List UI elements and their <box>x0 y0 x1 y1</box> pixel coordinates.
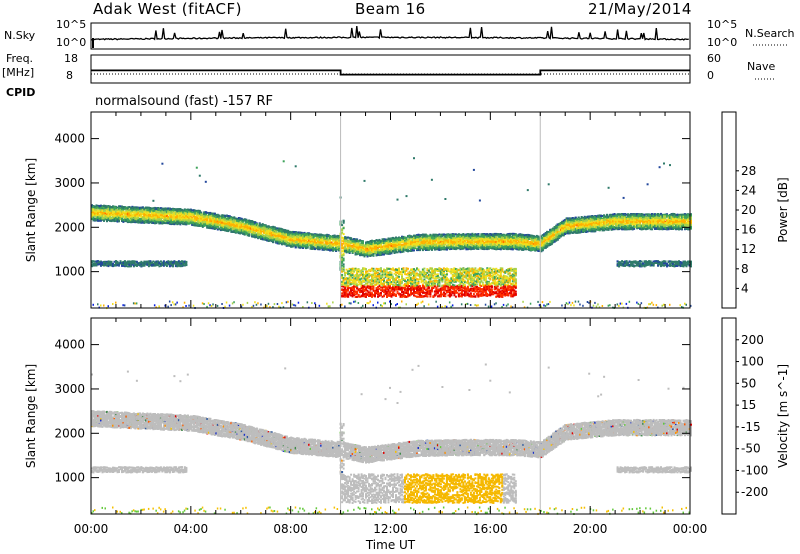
power-colorbar-label: 12 <box>741 242 756 256</box>
freq-panel-frame <box>91 55 690 83</box>
nsky-label: N.Sky <box>4 29 35 42</box>
velocity-colorbar-label: 50 <box>741 376 756 390</box>
nave-tick-top: 60 <box>707 52 721 65</box>
power-colorbar-label: 24 <box>741 183 756 197</box>
power-ytick-label: 1000 <box>54 265 85 279</box>
freq-tick-bottom: 8 <box>66 69 73 82</box>
power-colorbar-label: 28 <box>741 164 756 178</box>
power-ytick-label: 4000 <box>54 132 85 146</box>
freq-label: Freq. <box>6 52 33 65</box>
power-colorbar-frame <box>722 112 736 308</box>
mode-text: normalsound (fast) -157 RF <box>95 94 273 109</box>
velocity-colorbar-label: 100 <box>741 355 764 369</box>
freq-unit-label: [MHz] <box>2 66 34 79</box>
power-colorbar-title: Power [dB] <box>776 177 790 242</box>
date-title: 21/May/2014 <box>588 0 692 18</box>
freq-tick-top: 18 <box>64 52 78 65</box>
power-colorbar-label: 4 <box>741 281 749 295</box>
time-tick-label: 16:00 <box>473 522 508 536</box>
nsearch-tick-bottom: 10^0 <box>707 36 737 49</box>
power-ytick-label: 2000 <box>54 220 85 234</box>
time-tick-label: 08:00 <box>273 522 308 536</box>
velocity-colorbar-title: Velocity [m s^-1] <box>776 364 790 468</box>
time-tick-label: 00:00 <box>74 522 109 536</box>
velocity-ytick-label: 4000 <box>54 338 85 352</box>
noise-sky-trace <box>91 26 689 40</box>
nave-tick-bottom: 0 <box>707 69 714 82</box>
velocity-colorbar-label: -100 <box>741 463 768 477</box>
nave-label: Nave <box>747 60 775 73</box>
nsearch-label: N.Search <box>745 27 795 40</box>
time-axis-label: Time UT <box>365 538 416 552</box>
velocity-ylabel: Slant Range [km] <box>24 364 38 468</box>
time-tick-label: 04:00 <box>174 522 209 536</box>
power-colorbar-label: 8 <box>741 262 749 276</box>
station-title: Adak West (fitACF) <box>93 0 242 18</box>
radar-rti-figure: 1000200030004000Slant Range [km]48121620… <box>0 0 800 554</box>
nsearch-tick-top: 10^5 <box>707 18 737 31</box>
velocity-colorbar-label: 15 <box>741 398 756 412</box>
velocity-colorbar-label: 200 <box>741 333 764 347</box>
freq-trace <box>91 70 690 74</box>
velocity-colorbar-label: -200 <box>741 485 768 499</box>
cpid-label: CPID <box>6 86 35 99</box>
beam-title: Beam 16 <box>355 0 426 18</box>
velocity-colorbar-label: -15 <box>741 420 761 434</box>
velocity-ytick-label: 2000 <box>54 426 85 440</box>
velocity-ytick-label: 1000 <box>54 471 85 485</box>
power-colorbar-label: 16 <box>741 223 756 237</box>
noise-panel-frame <box>91 23 690 49</box>
velocity-panel-pixels <box>91 364 692 516</box>
velocity-colorbar-frame <box>722 318 736 514</box>
velocity-ytick-label: 3000 <box>54 382 85 396</box>
time-tick-label: 20:00 <box>573 522 608 536</box>
power-colorbar-label: 20 <box>741 203 756 217</box>
nsky-tick-top: 10^5 <box>56 18 86 31</box>
velocity-colorbar-label: -50 <box>741 442 761 456</box>
power-ytick-label: 3000 <box>54 176 85 190</box>
time-tick-label: 12:00 <box>373 522 408 536</box>
power-ylabel: Slant Range [km] <box>24 158 38 262</box>
nsky-tick-bottom: 10^0 <box>56 36 86 49</box>
power-panel-pixels <box>91 157 692 309</box>
time-tick-label: 00:00 <box>673 522 708 536</box>
